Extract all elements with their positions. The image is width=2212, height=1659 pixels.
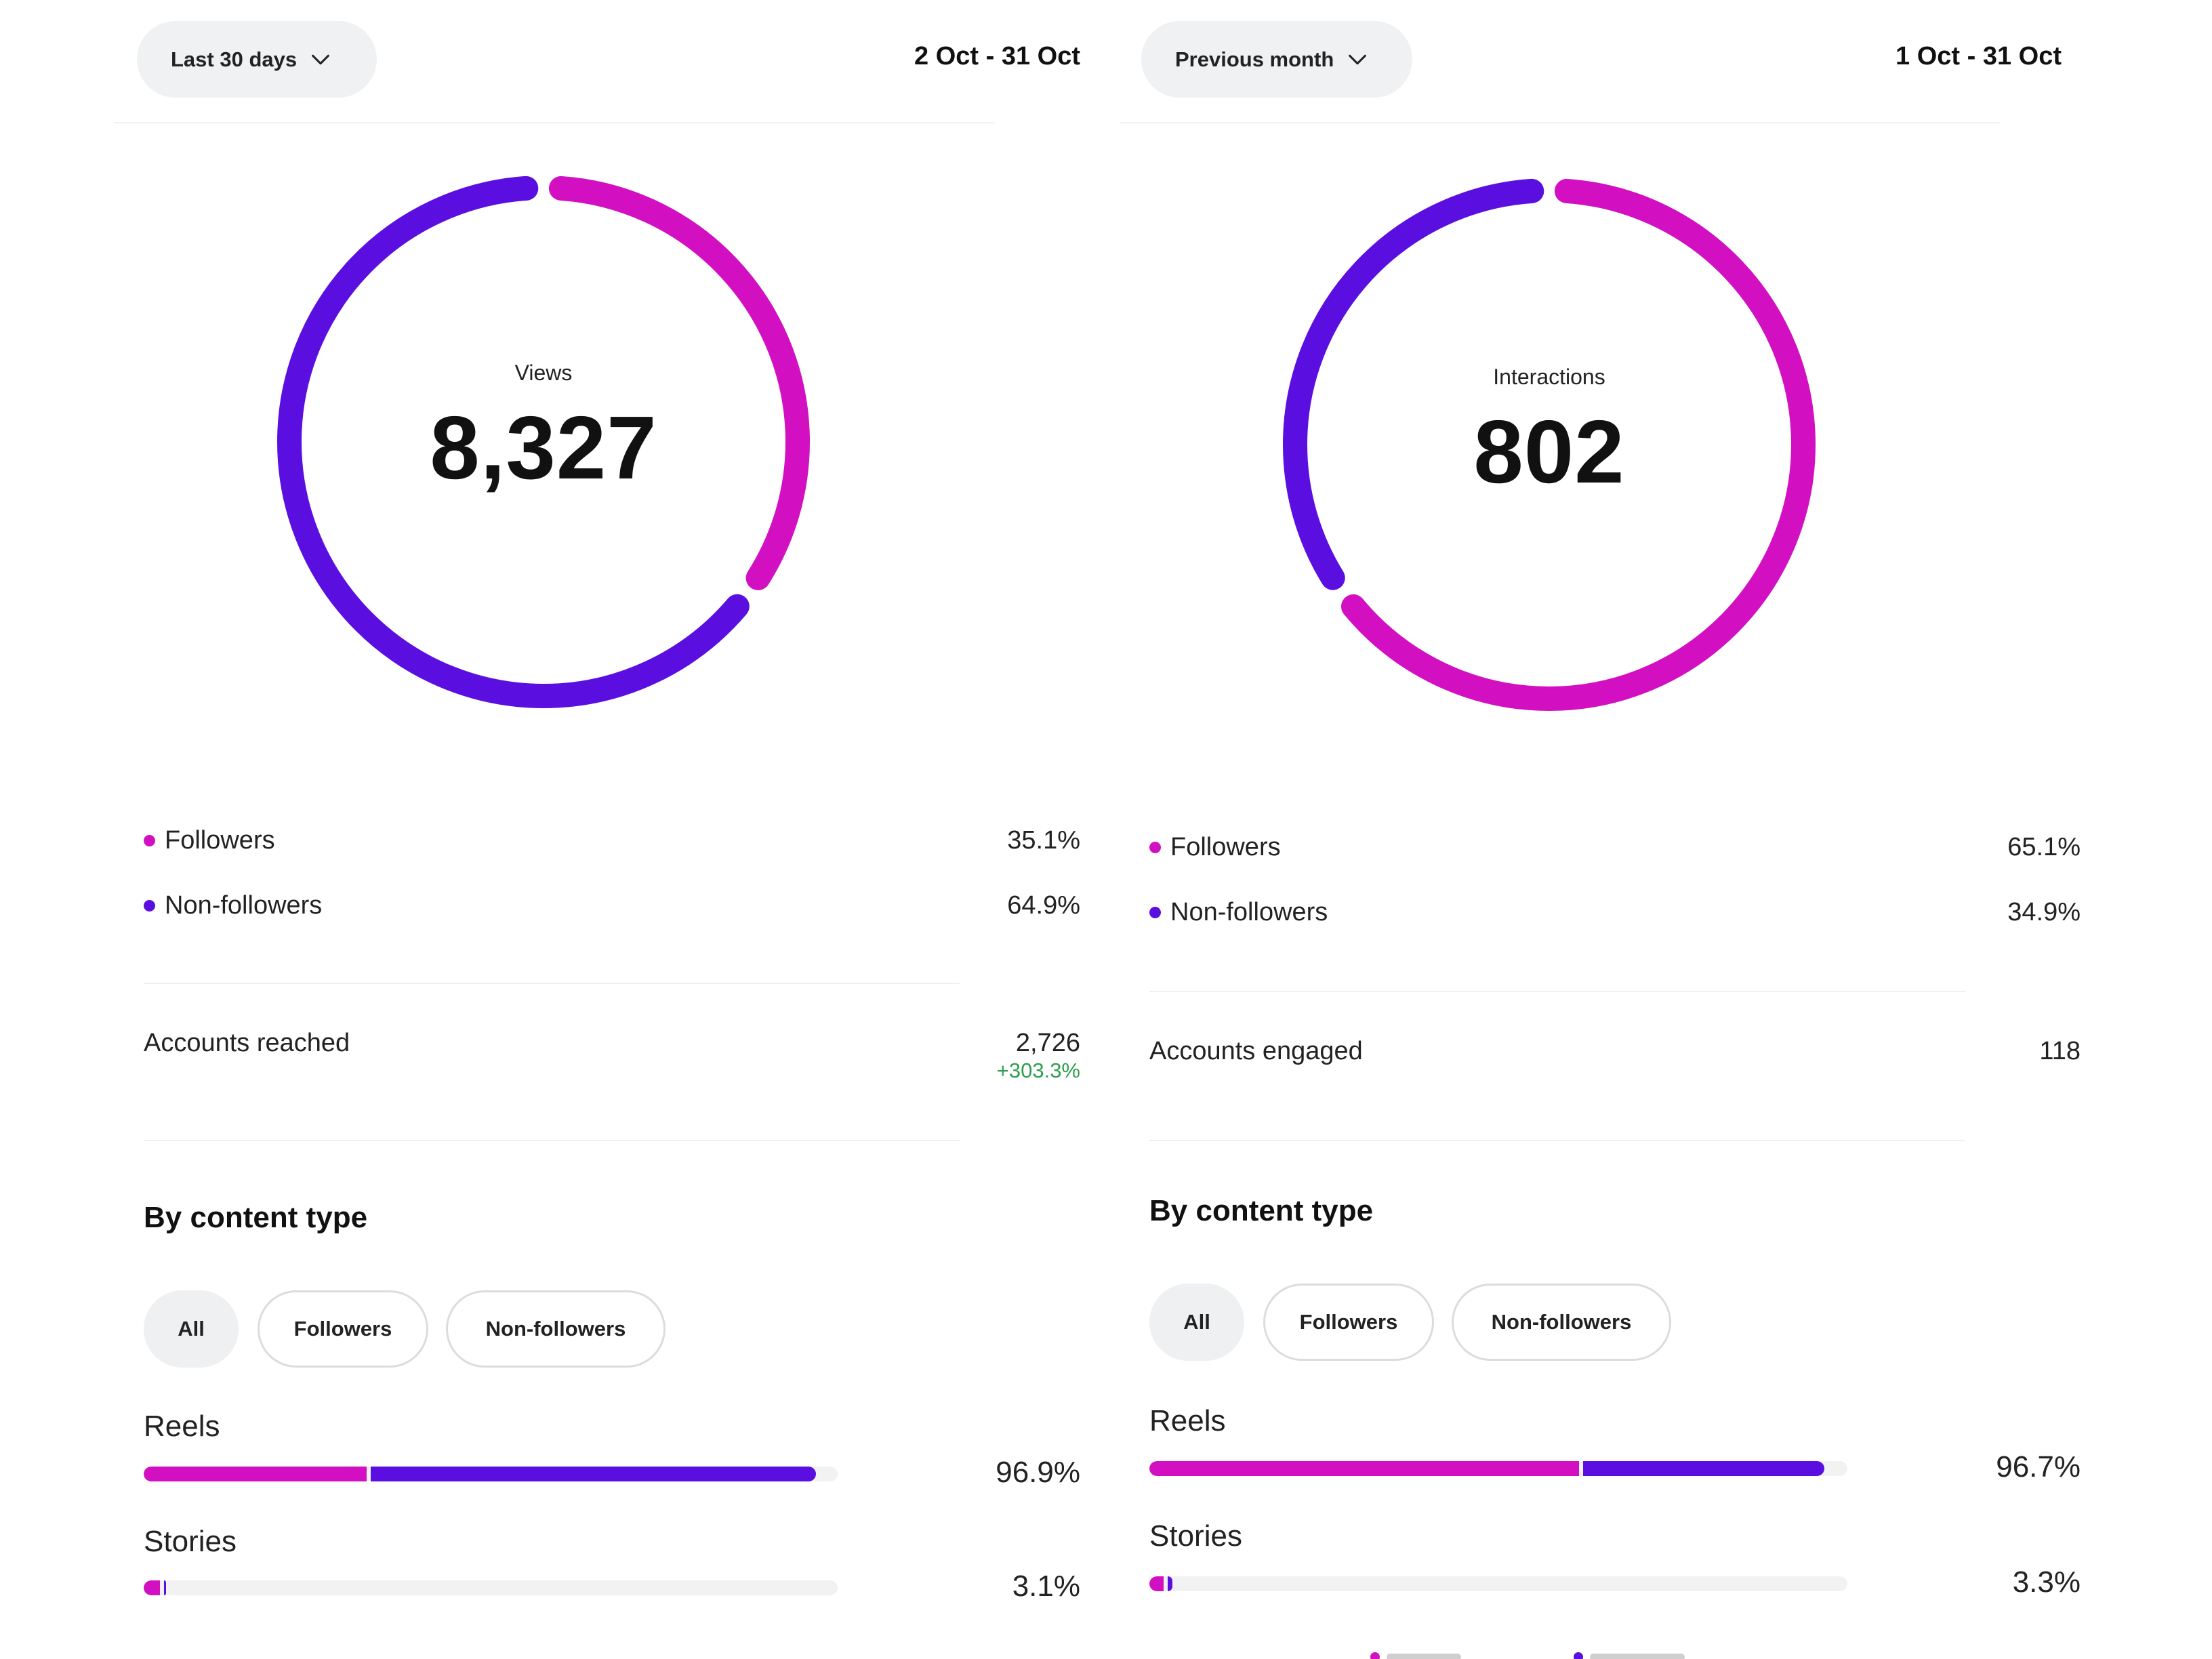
header-divider	[1120, 122, 2001, 123]
stories-followers-segment	[1149, 1576, 1164, 1591]
date-range-text: 2 Oct - 31 Oct	[914, 42, 1080, 70]
stories-percent: 3.3%	[2012, 1565, 2081, 1599]
followers-dot	[144, 834, 155, 846]
stories-bar	[144, 1580, 838, 1595]
non-followers-arc	[1283, 178, 1816, 711]
accounts-reached-value: 2,726	[1015, 1029, 1080, 1057]
followers-dot	[1149, 841, 1161, 853]
accounts-engaged-value: 118	[2039, 1037, 2081, 1065]
followers-dot	[1370, 1652, 1380, 1659]
stories-label: Stories	[144, 1525, 237, 1558]
reels-percent: 96.7%	[1996, 1450, 2081, 1483]
interactions-panel: Previous month 1 Oct - 31 Oct Interactio…	[1120, 0, 2081, 1659]
non-followers-dot	[1574, 1652, 1583, 1659]
date-range-dropdown[interactable]: Last 30 days	[137, 21, 377, 98]
divider	[1149, 1140, 1965, 1141]
divider	[1149, 991, 1965, 992]
legend-label: Followers	[165, 825, 275, 855]
metric-label: Interactions	[1493, 365, 1605, 389]
chevron-down-icon	[312, 54, 330, 64]
filter-non-followers-chip[interactable]: Non-followers	[446, 1290, 665, 1368]
legend-value-followers: 35.1%	[1007, 826, 1080, 855]
chevron-down-icon	[1349, 54, 1367, 64]
legend-followers: Followers	[1149, 827, 1281, 867]
stories-followers-segment	[144, 1580, 160, 1595]
non-followers-arc	[277, 176, 810, 708]
accounts-reached-change: +303.3%	[996, 1059, 1080, 1082]
filter-all-chip[interactable]: All	[1149, 1284, 1244, 1361]
divider	[144, 1140, 960, 1141]
legend-non-followers: Non-followers	[144, 885, 322, 926]
header-divider	[114, 122, 995, 123]
legend-followers: Followers	[144, 820, 275, 861]
reels-percent: 96.9%	[996, 1456, 1080, 1489]
reels-label: Reels	[1149, 1404, 1226, 1437]
filter-all-chip[interactable]: All	[144, 1290, 239, 1368]
legend-label: Non-followers	[165, 890, 323, 920]
accounts-engaged-label: Accounts engaged	[1149, 1037, 1363, 1065]
dropdown-label: Last 30 days	[171, 47, 298, 71]
date-range-text: 1 Oct - 31 Oct	[1896, 42, 2062, 70]
cut-off-legend	[1370, 1650, 1723, 1659]
non-followers-dot	[144, 899, 155, 912]
legend-value-non-followers: 64.9%	[1007, 891, 1080, 920]
stories-bar	[1149, 1576, 1847, 1591]
section-title: By content type	[144, 1201, 368, 1234]
reels-bar	[1149, 1461, 1847, 1476]
legend-label-stub	[1590, 1654, 1685, 1659]
metric-value: 802	[1473, 402, 1625, 501]
legend-label: Non-followers	[1170, 897, 1328, 926]
reels-followers-segment	[144, 1467, 367, 1481]
accounts-reached-label: Accounts reached	[144, 1029, 350, 1057]
stories-non-followers-segment	[163, 1580, 166, 1595]
metric-label: Views	[514, 361, 573, 385]
followers-arc	[1283, 178, 1816, 711]
stories-label: Stories	[1149, 1519, 1242, 1553]
date-range-dropdown[interactable]: Previous month	[1141, 21, 1412, 98]
metric-value: 8,327	[430, 398, 657, 497]
filter-followers-chip[interactable]: Followers	[258, 1290, 428, 1368]
views-panel: Last 30 days 2 Oct - 31 Oct Views 8,327 …	[114, 0, 1080, 1659]
filter-non-followers-chip[interactable]: Non-followers	[1452, 1284, 1671, 1361]
reels-non-followers-segment	[1583, 1461, 1824, 1476]
non-followers-dot	[1149, 906, 1161, 918]
dropdown-label: Previous month	[1175, 47, 1334, 71]
interactions-donut-chart	[1283, 178, 1816, 711]
divider	[144, 983, 960, 984]
views-donut-chart	[277, 176, 810, 708]
filter-followers-chip[interactable]: Followers	[1263, 1284, 1434, 1361]
legend-label: Followers	[1170, 832, 1281, 861]
reels-label: Reels	[144, 1410, 220, 1443]
reels-bar	[144, 1467, 838, 1481]
stories-percent: 3.1%	[1012, 1570, 1080, 1603]
followers-arc	[277, 176, 810, 708]
reels-non-followers-segment	[371, 1467, 817, 1481]
reels-followers-segment	[1149, 1461, 1580, 1476]
section-title: By content type	[1149, 1194, 1374, 1227]
stories-non-followers-segment	[1167, 1576, 1172, 1591]
legend-value-non-followers: 34.9%	[2007, 898, 2081, 926]
legend-value-followers: 65.1%	[2007, 833, 2081, 861]
legend-non-followers: Non-followers	[1149, 892, 1328, 933]
legend-label-stub	[1387, 1654, 1461, 1659]
